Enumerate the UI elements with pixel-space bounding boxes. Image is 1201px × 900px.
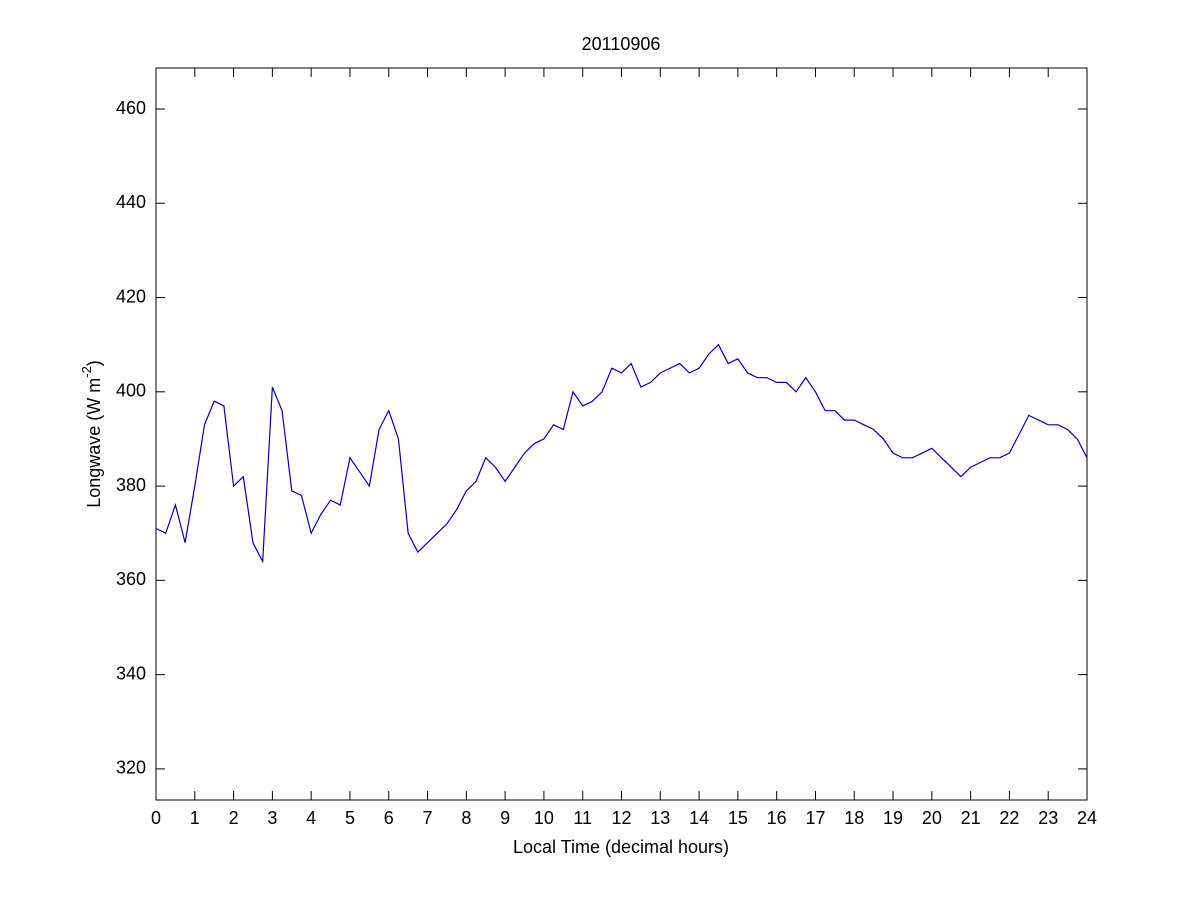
x-tick-label: 17: [805, 808, 825, 828]
x-tick-label: 11: [573, 808, 592, 828]
chart-title: 20110906: [582, 34, 661, 54]
x-tick-label: 9: [500, 808, 510, 828]
y-tick-label: 360: [116, 569, 146, 589]
x-tick-label: 16: [767, 808, 787, 828]
x-tick-label: 18: [844, 808, 864, 828]
y-label-sup: -2: [79, 366, 94, 378]
x-tick-label: 1: [190, 808, 200, 828]
x-tick-label: 13: [650, 808, 670, 828]
x-tick-label: 24: [1077, 808, 1097, 828]
y-tick-label: 400: [116, 381, 146, 401]
y-tick-label: 340: [116, 663, 146, 683]
y-tick-label: 420: [116, 286, 146, 306]
x-tick-label: 22: [999, 808, 1019, 828]
x-tick-label: 10: [534, 808, 554, 828]
y-label-suffix: ): [84, 360, 104, 366]
y-axis-label: Longwave (W m-2): [79, 360, 103, 508]
x-tick-label: 3: [267, 808, 277, 828]
y-tick-label: 440: [116, 192, 146, 212]
y-tick-label: 460: [116, 98, 146, 118]
data-line: [155, 343, 1088, 564]
x-tick-label: 2: [229, 808, 239, 828]
x-tick-label: 0: [151, 808, 161, 828]
x-tick-label: 23: [1038, 808, 1058, 828]
x-tick-label: 12: [611, 808, 631, 828]
x-tick-label: 4: [306, 808, 316, 828]
x-tick-label: 8: [461, 808, 471, 828]
x-tick-label: 14: [689, 808, 709, 828]
x-tick-label: 7: [423, 808, 433, 828]
plot-frame: [155, 67, 1088, 801]
x-tick-label: 15: [728, 808, 748, 828]
x-tick-label: 5: [345, 808, 355, 828]
x-tick-label: 6: [384, 808, 394, 828]
y-tick-label: 320: [116, 758, 146, 778]
x-tick-label: 21: [961, 808, 981, 828]
x-axis-label: Local Time (decimal hours): [513, 837, 729, 857]
x-tick-label: 20: [922, 808, 942, 828]
y-tick-label: 380: [116, 475, 146, 495]
x-tick-label: 19: [883, 808, 903, 828]
y-label-text: Longwave (W m: [84, 378, 104, 508]
